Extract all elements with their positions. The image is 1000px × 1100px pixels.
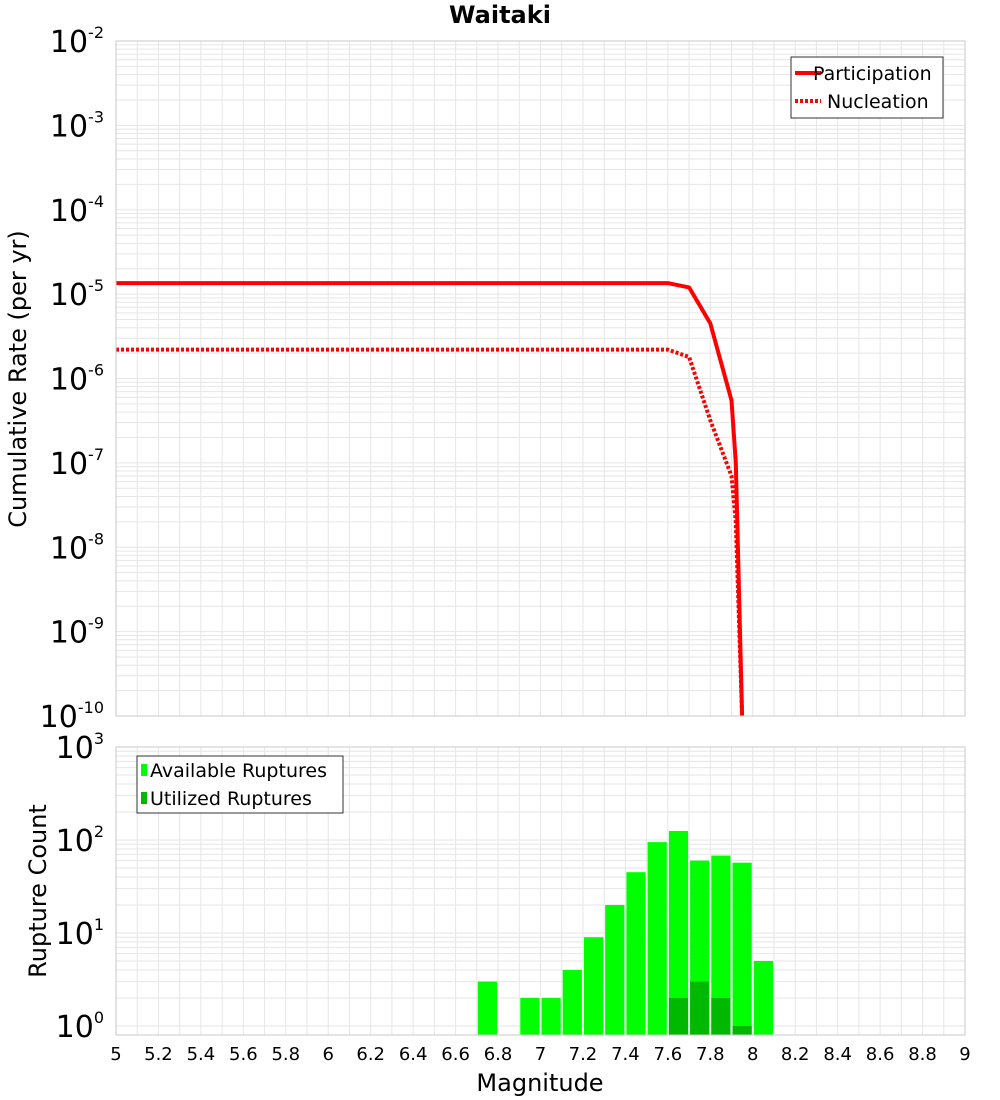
available-ruptures-bar xyxy=(732,862,752,1035)
rate-plot-series xyxy=(116,281,745,717)
utilized-ruptures-bar xyxy=(690,981,710,1035)
series-line-participation xyxy=(116,281,745,717)
available-ruptures-bar xyxy=(477,981,497,1035)
available-ruptures-bar xyxy=(753,961,773,1035)
available-ruptures-bar xyxy=(562,970,582,1035)
x-tick-label: 7.4 xyxy=(611,1044,640,1065)
legend-label-utilized: Utilized Ruptures xyxy=(150,788,312,810)
rupture-plot-x-ticks: 5 5.2 5.4 5.6 5.8 6 6.2 6.4 6.6 6.8 7 7.2 7.4 7.6 7.8 8… xyxy=(110,1044,970,1065)
rupture-y-tick-label: 103 xyxy=(56,729,104,766)
x-tick-label: 5.2 xyxy=(144,1044,173,1065)
rupture-plot-grid xyxy=(115,747,966,1035)
legend-swatch-available xyxy=(141,764,147,776)
rate-y-tick-label: 10-2 xyxy=(50,23,104,60)
rate-plot-y-axis-title: Cumulative Rate (per yr) xyxy=(4,230,32,528)
x-tick-label: 8 xyxy=(747,1044,758,1065)
x-tick-label: 5.4 xyxy=(187,1044,216,1065)
rupture-y-tick-label: 102 xyxy=(56,822,104,859)
legend-box-ruptures xyxy=(136,755,344,814)
x-tick-label: 7.8 xyxy=(696,1044,725,1065)
rate-plot-legend: Participation Nucleation xyxy=(790,56,944,119)
legend-label-available: Available Ruptures xyxy=(150,760,327,782)
x-tick-label: 6.2 xyxy=(356,1044,385,1065)
available-ruptures-bar xyxy=(647,842,667,1035)
rate-y-tick-label: 10-9 xyxy=(50,614,104,651)
utilized-ruptures-bar xyxy=(732,1026,752,1035)
rate-y-tick-label: 10-8 xyxy=(50,529,104,566)
chart-title: Waitaki xyxy=(449,1,551,29)
available-ruptures-bar xyxy=(605,905,625,1035)
x-tick-label: 5.6 xyxy=(229,1044,258,1065)
rupture-plot-frame xyxy=(115,746,966,1036)
rate-y-tick-label: 10-7 xyxy=(50,445,104,482)
rupture-y-tick-label: 101 xyxy=(56,915,104,952)
rupture-plot-y-axis-title: Rupture Count xyxy=(24,804,52,978)
utilized-ruptures-bar xyxy=(711,998,731,1035)
available-ruptures-bar xyxy=(584,937,604,1035)
rate-y-tick-label: 10-3 xyxy=(50,107,104,144)
x-tick-label: 6.8 xyxy=(484,1044,513,1065)
x-tick-label: 5.8 xyxy=(271,1044,300,1065)
available-ruptures-bar xyxy=(668,831,689,1035)
legend-swatch-utilized xyxy=(141,792,147,804)
legend-label-nucleation: Nucleation xyxy=(827,91,929,113)
rupture-y-tick-label: 100 xyxy=(56,1008,104,1045)
x-tick-label: 6.6 xyxy=(441,1044,470,1065)
rupture-count-panel: 100 101 102 103 5 5.2 5.4 5.6 5.8 6 6.2 6.4 6.6 6.8 7… xyxy=(24,729,971,1097)
x-tick-label: 9 xyxy=(959,1044,970,1065)
rupture-plot-legend: Available Ruptures Utilized Ruptures xyxy=(136,755,344,814)
x-tick-label: 7.6 xyxy=(654,1044,683,1065)
rate-plot-grid xyxy=(115,41,966,717)
x-tick-label: 7.2 xyxy=(569,1044,598,1065)
rate-y-tick-label: 10-6 xyxy=(50,361,104,398)
rate-plot-y-ticks: 10-10 10-9 10-8 10-7 10-6 10-5 10-4 10-3 10-2 xyxy=(40,23,104,735)
x-tick-label: 8.8 xyxy=(908,1044,937,1065)
x-axis-title: Magnitude xyxy=(476,1069,603,1097)
legend-box xyxy=(790,56,944,119)
rupture-plot-bars xyxy=(477,831,773,1035)
available-ruptures-bar xyxy=(626,872,646,1035)
x-tick-label: 5 xyxy=(110,1044,121,1065)
legend-label-participation: Participation xyxy=(813,63,932,85)
rate-plot-frame xyxy=(115,40,966,717)
rate-y-tick-label: 10-10 xyxy=(40,698,104,735)
available-ruptures-bar xyxy=(711,855,731,1035)
series-line-nucleation xyxy=(116,347,745,717)
rupture-plot-y-ticks: 100 101 102 103 xyxy=(56,729,104,1045)
x-tick-label: 6.4 xyxy=(399,1044,428,1065)
rate-y-tick-label: 10-4 xyxy=(50,192,104,229)
available-ruptures-bar xyxy=(541,998,561,1035)
rate-y-tick-label: 10-5 xyxy=(50,276,104,313)
x-tick-label: 8.2 xyxy=(781,1044,810,1065)
rate-plot-panel: 10-10 10-9 10-8 10-7 10-6 10-5 10-4 10-3 10-2 Cu… xyxy=(4,23,966,735)
available-ruptures-bar xyxy=(520,998,540,1035)
x-tick-label: 8.4 xyxy=(823,1044,852,1065)
x-tick-label: 7 xyxy=(535,1044,546,1065)
x-tick-label: 6 xyxy=(323,1044,334,1065)
utilized-ruptures-bar xyxy=(668,998,689,1035)
x-tick-label: 8.6 xyxy=(866,1044,895,1065)
